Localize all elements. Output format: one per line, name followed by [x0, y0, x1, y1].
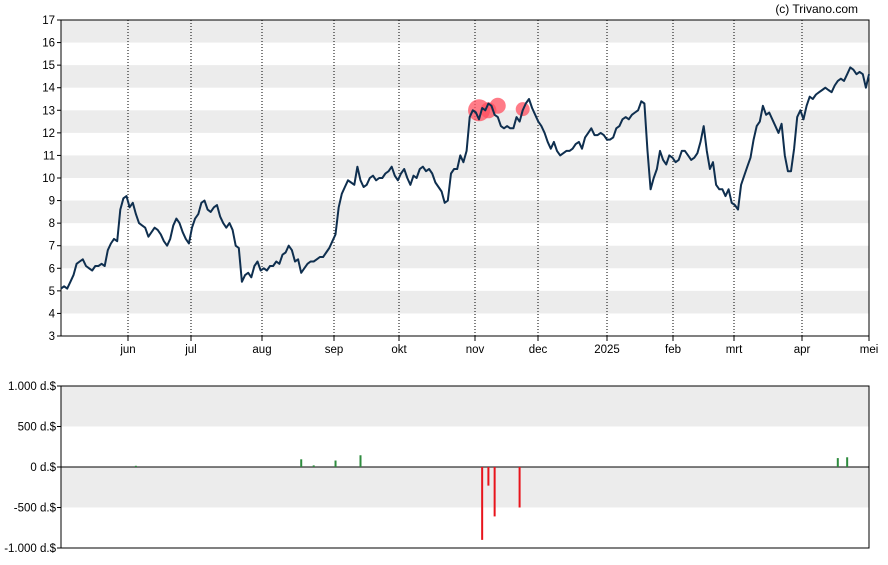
x-tick-label: 2025 [594, 344, 620, 356]
y-tick-label: 7 [49, 241, 55, 253]
x-tick-label: jul [184, 344, 197, 356]
grid-band [61, 20, 869, 43]
y-tick-label: 14 [42, 83, 55, 95]
transactions-chart: 1.000 d.$ 500 d.$ 0 d.$ -500 d.$ -1.000 d.$ [4, 381, 870, 555]
y-tick-label: 0 d.$ [30, 462, 56, 474]
grid-band [61, 200, 869, 224]
y-tick-label: 11 [43, 150, 55, 162]
y-tick-label: 500 d.$ [18, 422, 57, 434]
grid-band [61, 467, 869, 508]
x-tick-label: aug [252, 344, 271, 356]
y-tick-label: 17 [42, 15, 55, 27]
grid-band [61, 65, 869, 88]
x-tick-label: nov [466, 344, 485, 356]
y-tick-label: 8 [49, 218, 55, 230]
y-tick-label: 5 [49, 286, 55, 298]
y-tick-label: -500 d.$ [14, 503, 57, 515]
x-tick-label: mei [860, 344, 879, 356]
transactions-frame [60, 385, 870, 549]
y-tick-label: 4 [49, 308, 56, 320]
price-frame [60, 19, 870, 337]
grid-band [61, 290, 869, 314]
y-tick-label: 1.000 d.$ [8, 381, 57, 393]
y-tick-label: 16 [42, 38, 55, 50]
grid-band [61, 245, 869, 269]
y-tick-label: 9 [49, 196, 55, 208]
y-tick-label: 13 [42, 105, 55, 117]
y-tick-label: 3 [49, 331, 55, 343]
x-tick-label: apr [794, 344, 811, 356]
x-tick-label: feb [665, 344, 681, 356]
y-tick-label: 12 [42, 128, 55, 140]
credit-text: (c) Trivano.com [775, 2, 858, 16]
y-tick-label: -1.000 d.$ [4, 543, 56, 555]
price-chart: jun jul aug sep okt nov dec 2025 feb mrt apr mei 3 4 5… [42, 15, 878, 356]
x-tick-label: okt [391, 344, 407, 356]
grid-band [61, 110, 869, 133]
y-tick-label: 10 [42, 173, 55, 185]
y-tick-label: 6 [49, 263, 55, 275]
x-tick-label: mrt [726, 344, 743, 356]
y-tick-label: 15 [42, 60, 55, 72]
x-tick-label: jun [119, 344, 135, 356]
grid-band [61, 386, 869, 427]
x-tick-label: dec [529, 344, 548, 356]
price-line [60, 66, 870, 290]
x-tick-label: sep [325, 344, 344, 356]
